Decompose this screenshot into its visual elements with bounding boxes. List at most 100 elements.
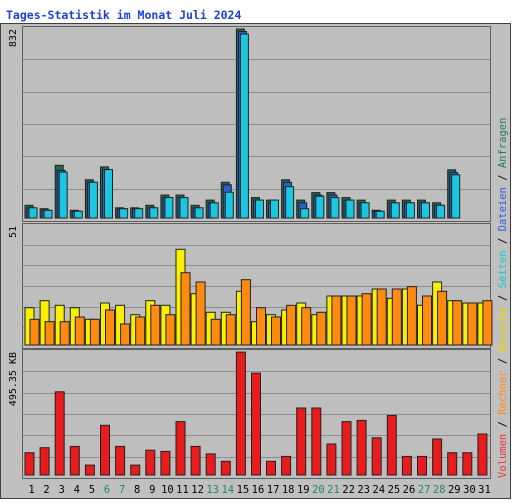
bar-volumen-day-29	[447, 452, 458, 476]
panel-top: 832	[8, 26, 491, 222]
panel-middle-max-label: 51	[8, 226, 19, 238]
bar-rechner-day-25	[391, 288, 402, 346]
x-tick-label: 12	[191, 484, 204, 496]
bar-volumen-day-24	[371, 437, 382, 476]
bar-rechner-day-9	[150, 304, 161, 346]
x-tick-label: 2	[43, 484, 49, 496]
x-tick-label: 16	[252, 484, 265, 496]
bar-volumen-day-30	[462, 452, 473, 476]
bar-volumen-day-28	[432, 438, 443, 476]
legend-separator: /	[497, 352, 509, 371]
x-tick-label: 22	[342, 484, 355, 496]
bar-seiten-day-23	[360, 202, 370, 219]
bar-volumen-day-14	[220, 460, 231, 476]
panel-middle: 51	[8, 223, 493, 349]
bar-volumen-day-23	[356, 419, 367, 476]
bar-seiten-day-26	[405, 202, 415, 219]
bar-seiten-day-20	[315, 195, 325, 219]
bar-rechner-day-19	[301, 307, 312, 346]
bar-rechner-day-31	[482, 300, 493, 346]
bar-seiten-day-5	[88, 181, 98, 219]
panel-bottom-max-label: 495.35 KB	[8, 352, 19, 406]
bar-seiten-day-12	[194, 207, 204, 219]
bar-seiten-day-9	[149, 207, 159, 219]
x-tick-label: 30	[463, 484, 476, 496]
legend-separator: /	[497, 415, 509, 434]
bar-volumen-day-8	[130, 464, 141, 476]
bar-volumen-day-15	[235, 351, 246, 476]
bar-seiten-day-8	[134, 208, 144, 219]
x-tick-label: 11	[176, 484, 189, 496]
bar-volumen-day-18	[281, 455, 292, 476]
bar-seiten-day-2	[43, 209, 53, 219]
x-tick-label: 3	[59, 484, 65, 496]
bar-seiten-day-15	[239, 33, 249, 219]
legend-rechner: Rechner	[497, 371, 509, 415]
legend-anfragen: Anfragen	[497, 118, 509, 169]
bar-seiten-day-6	[104, 169, 113, 219]
bar-rechner-day-28	[437, 290, 448, 346]
bar-rechner-day-15	[240, 279, 251, 346]
bar-seiten-day-22	[345, 199, 355, 219]
bar-rechner-day-11	[180, 272, 191, 346]
x-tick-label: 31	[478, 484, 491, 496]
legend-separator: /	[497, 168, 509, 187]
x-tick-label: 5	[89, 484, 95, 496]
x-tick-label: 23	[357, 484, 370, 496]
bar-volumen-day-2	[39, 447, 50, 476]
bar-rechner-day-14	[225, 314, 236, 346]
bar-volumen-day-19	[296, 407, 307, 476]
bar-volumen-day-9	[145, 449, 156, 476]
x-tick-label: 27	[418, 484, 431, 496]
bar-rechner-day-12	[195, 281, 206, 346]
x-tick-label: 20	[312, 484, 325, 496]
bar-rechner-day-24	[376, 288, 387, 346]
bar-seiten-day-1	[28, 207, 38, 219]
bar-rechner-day-30	[467, 302, 478, 346]
bar-rechner-day-2	[44, 321, 55, 346]
bar-volumen-day-13	[205, 453, 216, 476]
bar-seiten-day-19	[300, 208, 310, 219]
bar-volumen-day-3	[54, 391, 65, 476]
bar-volumen-day-16	[251, 372, 261, 476]
bar-rechner-day-23	[361, 293, 372, 346]
legend-seiten: Seiten	[497, 250, 509, 288]
x-tick-label: 8	[134, 484, 140, 496]
x-tick-label: 17	[267, 484, 280, 496]
bar-seiten-day-16	[255, 199, 264, 219]
bar-seiten-day-14	[224, 191, 234, 219]
bar-rechner-day-1	[29, 318, 40, 346]
bar-volumen-day-7	[115, 445, 126, 476]
bar-rechner-day-16	[256, 307, 266, 346]
bar-rechner-day-18	[286, 304, 297, 346]
panel-bottom: 495.35 KB	[8, 349, 491, 479]
bar-volumen-day-21	[326, 443, 337, 476]
bar-rechner-day-6	[105, 309, 115, 346]
bar-volumen-day-17	[266, 460, 276, 476]
bar-seiten-day-25	[390, 202, 400, 219]
bar-seiten-day-29	[451, 174, 461, 219]
x-tick-label: 25	[388, 484, 401, 496]
x-tick-label: 4	[74, 484, 80, 496]
bar-rechner-day-13	[210, 318, 221, 346]
panel-top-max-label: 832	[8, 29, 19, 47]
bar-volumen-day-10	[160, 450, 171, 476]
x-axis-labels: 1 2 3 4 5 6 7 8 9 10 11 12 13 14 15 16 17 18 19 20 21 22 23 24 2…	[28, 484, 490, 496]
bar-volumen-day-6	[100, 424, 110, 476]
x-tick-label: 6	[104, 484, 110, 496]
bar-rechner-day-22	[346, 295, 357, 346]
legend-besuche: Besuche	[497, 307, 509, 351]
x-tick-label: 10	[161, 484, 174, 496]
bar-rechner-day-20	[316, 311, 327, 346]
right-legend: Volumen / Rechner / Besuche / Seiten / D…	[497, 118, 509, 478]
bar-seiten-day-28	[436, 204, 446, 219]
bar-seiten-day-3	[58, 171, 68, 219]
legend-separator: /	[497, 231, 509, 250]
x-tick-label: 7	[119, 484, 125, 496]
x-tick-label: 18	[282, 484, 295, 496]
bar-rechner-day-21	[331, 295, 342, 346]
x-tick-label: 15	[237, 484, 250, 496]
x-tick-label: 1	[28, 484, 34, 496]
